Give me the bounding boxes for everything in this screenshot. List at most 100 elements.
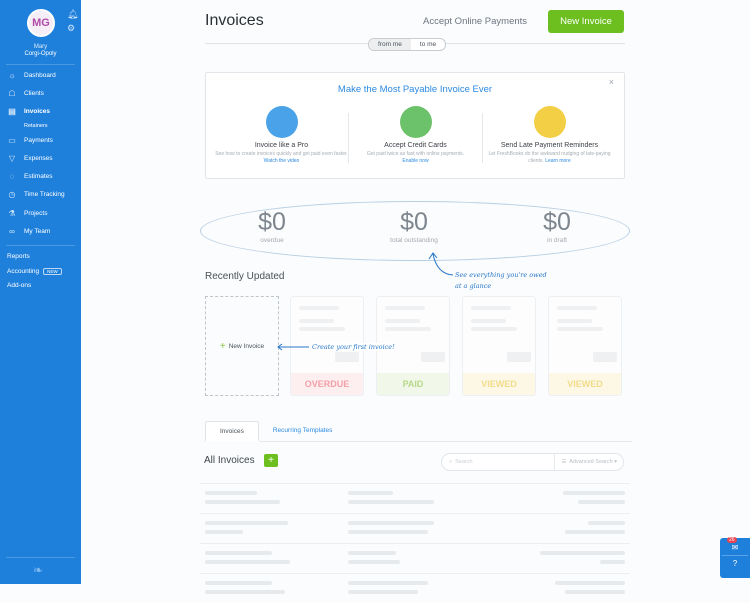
- summary-oval: [200, 201, 630, 261]
- summary-overdue[interactable]: $0 overdue: [212, 208, 332, 244]
- new-invoice-card[interactable]: + New Invoice: [205, 296, 279, 396]
- video-invoice-icon[interactable]: [265, 106, 298, 138]
- team-icon: ∞: [9, 227, 15, 237]
- clients-icon: ☖: [8, 88, 16, 98]
- status-label: OVERDUE: [291, 373, 363, 395]
- all-invoices-title: All Invoices: [204, 455, 255, 466]
- label: overdue: [260, 237, 284, 244]
- close-icon[interactable]: ×: [608, 77, 614, 87]
- filter-icon: ☰: [561, 459, 567, 465]
- toggle-to-me[interactable]: to me: [419, 41, 437, 48]
- add-invoice-button[interactable]: +: [264, 454, 278, 467]
- label: Dashboard: [24, 71, 56, 79]
- tab-recurring-templates[interactable]: Recurring Templates: [272, 427, 333, 434]
- credit-card-icon: [399, 106, 432, 138]
- direction-toggle: from me to me: [368, 38, 447, 51]
- sidebar-item-accounting[interactable]: Accounting NEW: [0, 264, 81, 279]
- label: total outstanding: [390, 237, 438, 244]
- freshbooks-leaf-icon[interactable]: ❧: [33, 563, 44, 577]
- invoice-placeholder-card: VIEWED: [548, 296, 622, 396]
- sidebar-item-expenses[interactable]: ▽ Expenses: [0, 149, 81, 167]
- sidebar-item-clients[interactable]: ☖ Clients: [0, 84, 81, 102]
- sidebar-item-reports[interactable]: Reports: [7, 253, 30, 261]
- desc: Let FreshBooks do the awkward nudging of…: [488, 151, 611, 164]
- page-title: Invoices: [205, 12, 264, 29]
- promo-banner: Make the Most Payable Invoice Ever × Inv…: [205, 72, 625, 179]
- sidebar-item-projects[interactable]: ⚗ Projects: [0, 204, 81, 222]
- watch-video-link[interactable]: Watch the video: [263, 158, 300, 164]
- value: $0: [543, 208, 571, 236]
- new-invoice-button[interactable]: New Invoice: [548, 10, 624, 33]
- toggle-from-me[interactable]: from me: [369, 39, 411, 50]
- gear-icon[interactable]: ⚙: [67, 23, 76, 33]
- sidebar-item-addons[interactable]: Add-ons: [7, 282, 32, 290]
- search-input[interactable]: Search: [455, 459, 473, 465]
- desc: See how to create invoices quickly and g…: [215, 151, 348, 157]
- table-row[interactable]: [200, 573, 630, 603]
- sidebar: MG 🔔︎ ⚙ Mary Corgi-Opoly ☼ Dashboard ☖ Cli…: [0, 0, 81, 584]
- sidebar-item-invoices[interactable]: ▤ Invoices: [0, 103, 81, 121]
- company-name[interactable]: Corgi-Opoly: [24, 51, 57, 57]
- user-name: Mary: [33, 44, 48, 50]
- label: Projects: [24, 209, 48, 217]
- heading: Send Late Payment Reminders: [500, 142, 599, 149]
- heading: Invoice like a Pro: [254, 142, 309, 149]
- enable-now-link[interactable]: Enable now: [402, 158, 429, 164]
- accept-online-payments-link[interactable]: Accept Online Payments: [423, 16, 528, 27]
- promo-reminders: Send Late Payment Reminders Let FreshBoo…: [483, 106, 616, 165]
- recently-updated-title: Recently Updated: [205, 271, 285, 282]
- label: My Team: [24, 228, 51, 236]
- promo-credit-cards: Accept Credit Cards Get paid twice as fa…: [349, 106, 482, 165]
- chat-icon[interactable]: ✉: [731, 543, 739, 552]
- help-icon[interactable]: ?: [732, 559, 738, 568]
- notification-badge: 26: [727, 537, 737, 543]
- desc: Get paid twice as fast with online payme…: [366, 151, 465, 157]
- new-badge: NEW: [43, 267, 62, 275]
- status-label: PAID: [377, 373, 449, 395]
- bell-icon[interactable]: 🔔︎: [67, 9, 79, 19]
- table-row[interactable]: [200, 483, 630, 513]
- estimates-icon: ◌: [9, 172, 15, 182]
- learn-more-link[interactable]: Learn more: [545, 158, 571, 164]
- plus-icon: +: [219, 340, 226, 352]
- avatar[interactable]: MG: [27, 9, 55, 37]
- table-row[interactable]: [200, 513, 630, 543]
- label: Clients: [24, 89, 44, 97]
- label: New Invoice: [228, 342, 265, 350]
- label: Invoices: [24, 108, 51, 116]
- label: Accounting: [7, 267, 40, 275]
- search-field[interactable]: ⌕ Search ☰ Advanced Search ▾: [441, 453, 624, 471]
- summary-note: See everything you're owed at a glance: [455, 271, 547, 290]
- arrow-icon: [428, 252, 454, 276]
- sidebar-item-estimates[interactable]: ◌ Estimates: [0, 167, 81, 185]
- value: $0: [258, 208, 286, 236]
- payments-icon: ▭: [8, 135, 16, 145]
- label: Estimates: [24, 173, 53, 181]
- label: Expenses: [24, 154, 53, 162]
- invoice-placeholder-card: VIEWED: [462, 296, 536, 396]
- value: $0: [400, 208, 428, 236]
- create-first-invoice-note: Create your first invoice!: [312, 343, 395, 351]
- label: Time Tracking: [24, 191, 65, 199]
- heading: Accept Credit Cards: [384, 142, 447, 149]
- summary-draft[interactable]: $0 in draft: [497, 208, 617, 244]
- label: Advanced Search: [569, 459, 613, 465]
- sidebar-item-my-team[interactable]: ∞ My Team: [0, 222, 81, 240]
- projects-icon: ⚗: [8, 208, 16, 218]
- label: Payments: [24, 136, 53, 144]
- status-label: VIEWED: [463, 373, 535, 395]
- chat-widget[interactable]: ✉ ?: [720, 538, 750, 578]
- table-row[interactable]: [200, 543, 630, 573]
- promo-invoice-pro: Invoice like a Pro See how to create inv…: [215, 106, 348, 165]
- tab-invoices[interactable]: Invoices: [205, 421, 259, 441]
- promo-title: Make the Most Payable Invoice Ever: [337, 84, 493, 95]
- sidebar-item-time-tracking[interactable]: ◷ Time Tracking: [0, 186, 81, 204]
- search-icon: ⌕: [449, 458, 453, 465]
- sidebar-item-payments[interactable]: ▭ Payments: [0, 131, 81, 149]
- summary-outstanding[interactable]: $0 total outstanding: [354, 208, 474, 244]
- advanced-search-button[interactable]: ☰ Advanced Search ▾: [554, 454, 623, 470]
- status-label: VIEWED: [549, 373, 621, 395]
- sidebar-item-retainers[interactable]: Retainers: [24, 122, 48, 129]
- sidebar-item-dashboard[interactable]: ☼ Dashboard: [0, 66, 81, 84]
- invoices-icon: ▤: [8, 107, 16, 117]
